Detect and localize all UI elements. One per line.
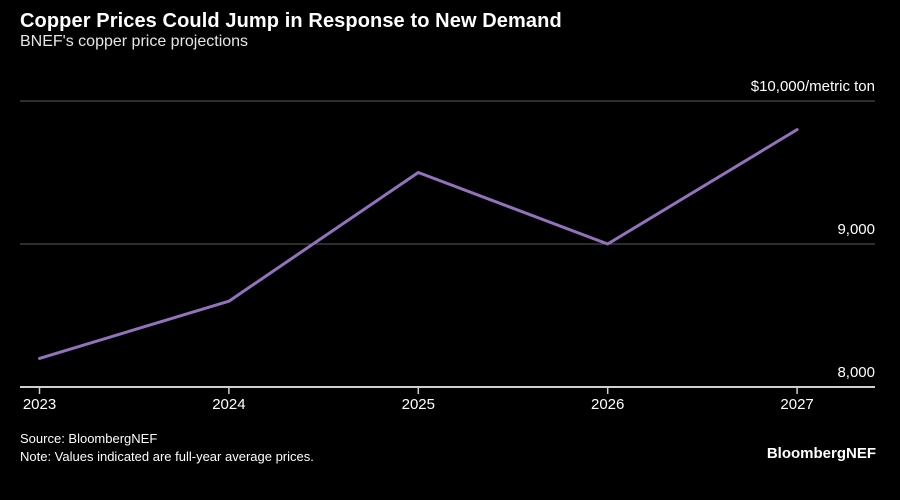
y-axis-label: 8,000 [837,364,875,381]
bloombergnef-logo: BloombergNEF [766,445,876,462]
x-axis-label: 2024 [212,396,246,413]
chart-subtitle: BNEF's copper price projections [20,33,249,50]
note-text: Note: Values indicated are full-year ave… [20,449,314,464]
x-axis-label: 2023 [22,396,57,413]
source-text: Source: BloombergNEF [20,431,158,446]
y-axis-label: 9,000 [837,221,875,238]
x-axis-label: 2027 [780,396,814,413]
copper-price-line [38,128,799,360]
x-axis-label: 2026 [591,396,625,413]
y-axis-label: $10,000/metric ton [750,78,875,95]
source-note-block: Source: BloombergNEF Note: Values indica… [20,430,314,466]
chart-title: Copper Prices Could Jump in Response to … [20,10,562,32]
x-axis-label: 2025 [401,396,435,413]
